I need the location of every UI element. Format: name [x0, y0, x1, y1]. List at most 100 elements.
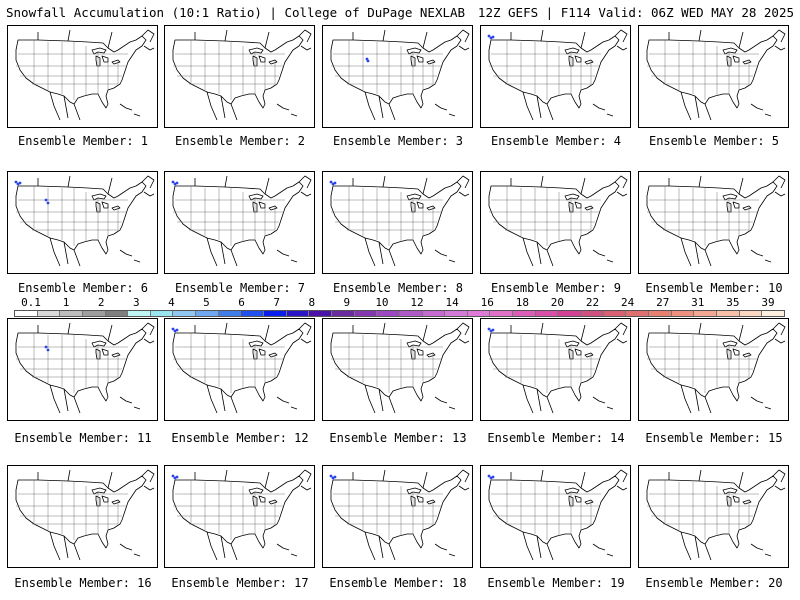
colorbar-segment	[128, 311, 151, 316]
ensemble-member-map	[322, 171, 473, 274]
snowfall-spot	[175, 181, 179, 185]
ensemble-member-map	[7, 318, 158, 421]
colorbar-segment	[331, 311, 355, 316]
ensemble-member-label: Ensemble Member: 10	[645, 281, 783, 295]
colorbar-segment	[445, 311, 468, 316]
ensemble-member-label: Ensemble Member: 13	[329, 431, 467, 445]
snowfall-spot	[333, 475, 337, 479]
ensemble-member-map	[638, 25, 789, 128]
snowfall-spot	[175, 475, 179, 479]
snowfall-spot	[171, 180, 175, 184]
colorbar-segment	[377, 311, 400, 316]
colorbar-tick-label: 10	[375, 296, 389, 309]
colorbar-segment	[309, 311, 332, 316]
ensemble-member-map	[164, 25, 315, 128]
colorbar-segment	[467, 311, 491, 316]
colorbar-segment	[626, 311, 649, 316]
snowfall-spot	[491, 35, 495, 39]
snowfall-spot	[333, 181, 337, 185]
snowfall-colorbar	[14, 310, 785, 317]
us-basemap	[15, 29, 155, 121]
colorbar-segment	[150, 311, 174, 316]
ensemble-member-label: Ensemble Member: 1	[17, 134, 149, 148]
snowfall-spot	[44, 345, 48, 349]
ensemble-member-map	[480, 318, 631, 421]
us-basemap	[646, 29, 786, 121]
snowfall-spot	[487, 34, 491, 38]
us-basemap	[646, 175, 786, 267]
colorbar-segment	[264, 311, 287, 316]
colorbar-segment	[354, 311, 378, 316]
snowfall-spot	[487, 327, 491, 331]
us-basemap	[487, 29, 628, 121]
ensemble-member-map	[322, 25, 473, 128]
us-basemap	[15, 469, 155, 561]
colorbar-segment	[739, 311, 763, 316]
colorbar-segment	[218, 311, 242, 316]
colorbar-segment	[422, 311, 446, 316]
ensemble-member-map	[164, 171, 315, 274]
ensemble-member-label: Ensemble Member: 9	[490, 281, 622, 295]
ensemble-member-map	[480, 25, 631, 128]
ensemble-member-map	[638, 465, 789, 568]
colorbar-segment	[399, 311, 423, 316]
colorbar-segment	[60, 311, 83, 316]
colorbar-segment	[173, 311, 197, 316]
us-basemap	[330, 29, 470, 121]
colorbar-tick-label: 39	[761, 296, 775, 309]
snowfall-spot	[18, 181, 22, 185]
colorbar-tick-label: 0.1	[21, 296, 41, 309]
colorbar-segment	[581, 311, 604, 316]
ensemble-member-label: Ensemble Member: 6	[17, 281, 149, 295]
colorbar-tick-label: 27	[656, 296, 670, 309]
ensemble-member-label: Ensemble Member: 17	[171, 576, 309, 590]
snowfall-spot	[44, 198, 48, 202]
us-basemap	[646, 322, 786, 414]
snowfall-spot	[175, 328, 179, 332]
snowfall-spot	[491, 328, 495, 332]
colorbar-tick-label: 5	[203, 296, 210, 309]
colorbar-tick-label: 24	[620, 296, 635, 309]
colorbar-tick-label: 12	[410, 296, 424, 309]
ensemble-member-map	[164, 318, 315, 421]
colorbar-segment	[286, 311, 310, 316]
snowfall-spot	[46, 348, 50, 352]
ensemble-member-label: Ensemble Member: 8	[332, 281, 464, 295]
snowfall-spot	[487, 474, 491, 478]
colorbar-tick-label: 9	[343, 296, 351, 309]
colorbar-segment	[37, 311, 61, 316]
ensemble-member-map	[638, 318, 789, 421]
ensemble-member-map	[7, 171, 158, 274]
colorbar-tick-label: 31	[691, 296, 705, 309]
us-basemap	[487, 322, 628, 414]
ensemble-member-map	[322, 465, 473, 568]
colorbar-segment	[513, 311, 536, 316]
snowfall-spot	[491, 475, 495, 479]
ensemble-member-label: Ensemble Member: 15	[645, 431, 783, 445]
ensemble-member-label: Ensemble Member: 18	[329, 576, 467, 590]
us-basemap	[646, 469, 786, 561]
ensemble-member-map	[322, 318, 473, 421]
us-basemap	[487, 469, 628, 561]
colorbar-tick-label: 7	[273, 296, 280, 309]
ensemble-member-label: Ensemble Member: 5	[648, 134, 780, 148]
colorbar-tick-label: 20	[550, 296, 565, 309]
ensemble-member-label: Ensemble Member: 16	[14, 576, 152, 590]
ensemble-member-label: Ensemble Member: 7	[174, 281, 306, 295]
colorbar-segment	[558, 311, 582, 316]
colorbar-segment	[716, 311, 740, 316]
ensemble-member-label: Ensemble Member: 11	[14, 431, 152, 445]
colorbar-tick-label: 1	[62, 296, 70, 309]
colorbar-tick-label: 35	[726, 296, 740, 309]
colorbar-tick-label: 2	[97, 296, 105, 309]
us-basemap	[15, 322, 155, 414]
colorbar-tick-label: 16	[480, 296, 494, 309]
ensemble-member-label: Ensemble Member: 19	[487, 576, 625, 590]
colorbar-segment	[694, 311, 717, 316]
snowfall-spot	[14, 180, 18, 184]
ensemble-member-map	[480, 465, 631, 568]
snowfall-spot	[171, 327, 175, 331]
ensemble-member-map	[7, 25, 158, 128]
colorbar-segment	[196, 311, 219, 316]
ensemble-member-map	[638, 171, 789, 274]
